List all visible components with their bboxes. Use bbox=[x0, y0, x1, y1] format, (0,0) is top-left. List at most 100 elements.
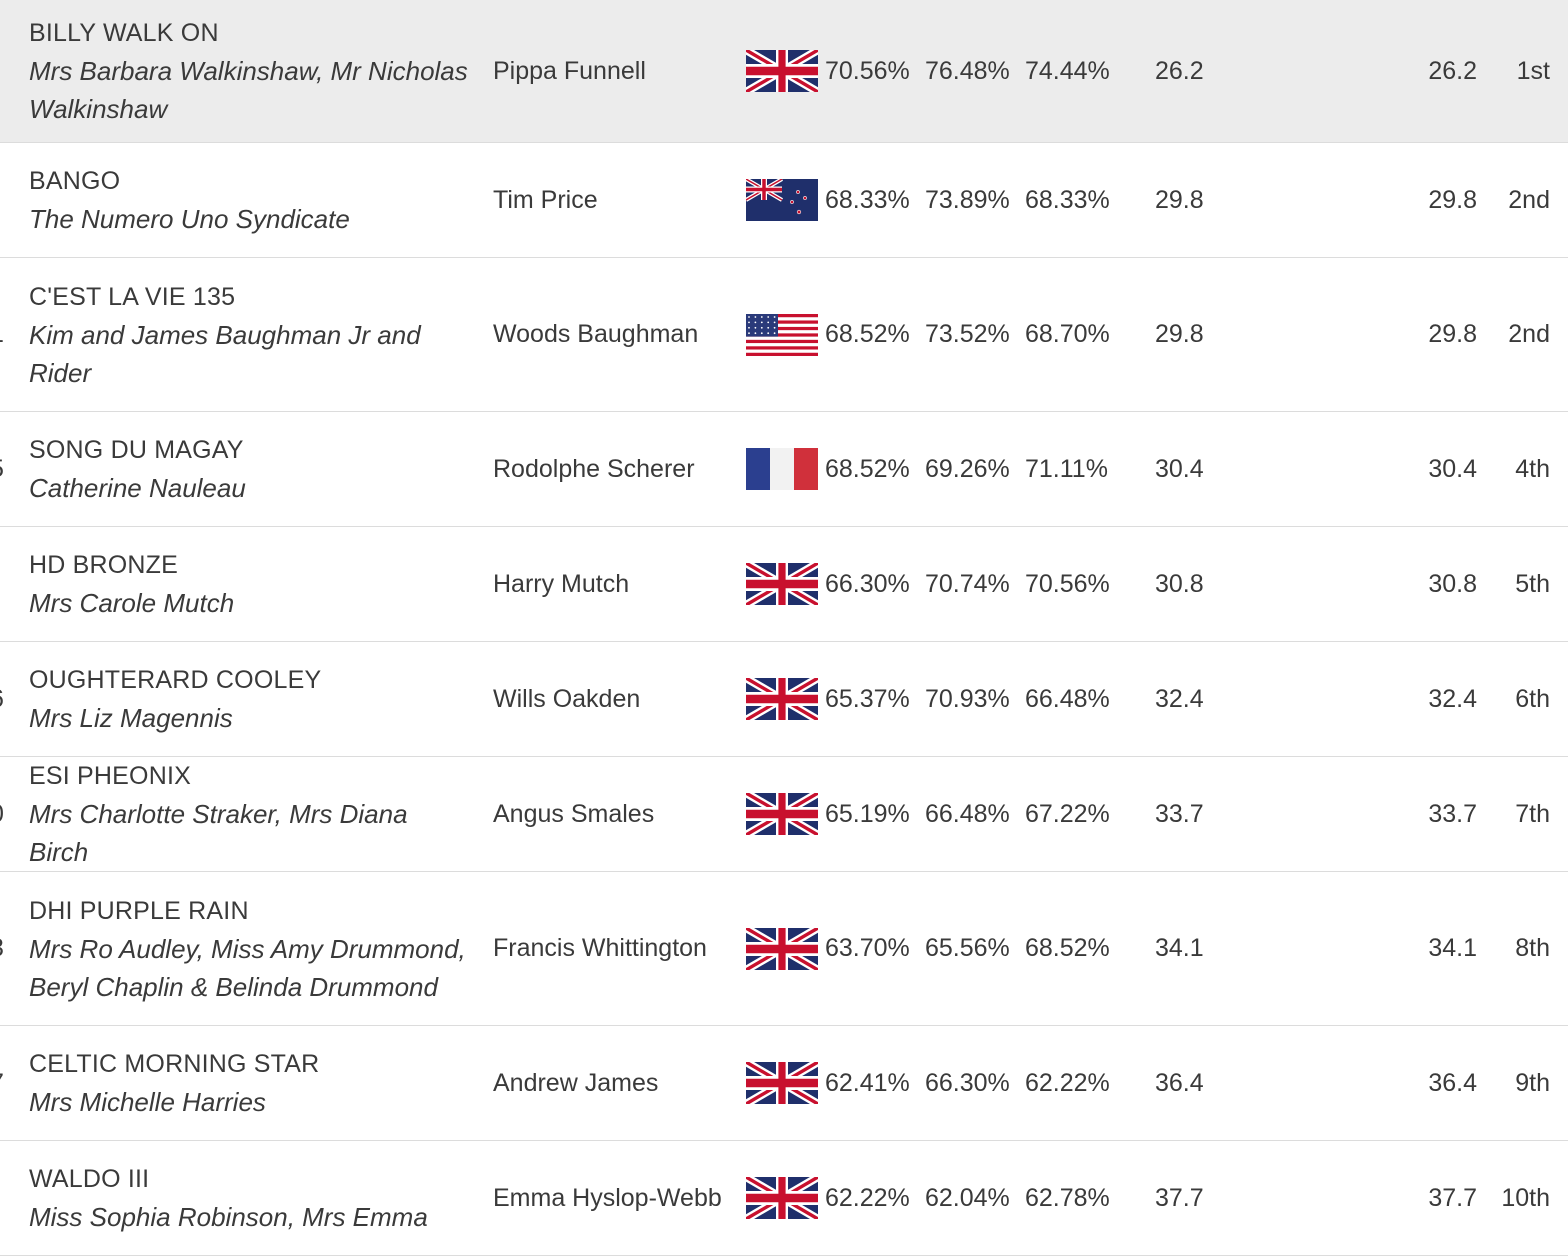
horse-name[interactable]: OUGHTERARD COOLEY bbox=[29, 666, 322, 694]
country-flag-icon bbox=[746, 0, 818, 142]
horse-cell: CELTIC MORNING STAR Mrs Michelle Harries bbox=[29, 1026, 479, 1140]
total-score: 26.2 bbox=[1428, 56, 1477, 85]
placing: 10th bbox=[1501, 1183, 1550, 1212]
placing: 5th bbox=[1515, 569, 1550, 598]
dressage-score: 30.8 bbox=[1155, 569, 1204, 598]
country-flag-icon bbox=[746, 143, 818, 257]
entry-number: 7 bbox=[0, 1026, 10, 1140]
entry-number: 5 bbox=[0, 412, 10, 526]
total-score: 29.8 bbox=[1428, 320, 1477, 348]
placing: 9th bbox=[1515, 1068, 1550, 1097]
horse-cell: BANGO The Numero Uno Syndicate bbox=[29, 143, 479, 257]
rider-name[interactable]: Francis Whittington bbox=[493, 934, 707, 962]
judge-1-percentage: 68.52% bbox=[825, 454, 910, 483]
judge-2-percentage: 62.04% bbox=[925, 1183, 1010, 1212]
entry-number bbox=[0, 143, 10, 257]
owner-name: The Numero Uno Syndicate bbox=[29, 204, 350, 234]
table-row[interactable]: 3 DHI PURPLE RAIN Mrs Ro Audley, Miss Am… bbox=[0, 872, 1568, 1026]
placing: 1st bbox=[1516, 56, 1550, 85]
horse-name[interactable]: SONG DU MAGAY bbox=[29, 436, 244, 464]
judge-2-percentage: 69.26% bbox=[925, 454, 1010, 483]
horse-name[interactable]: DHI PURPLE RAIN bbox=[29, 896, 249, 925]
horse-name[interactable]: BANGO bbox=[29, 167, 121, 195]
total-score: 36.4 bbox=[1428, 1068, 1477, 1097]
country-flag-icon bbox=[746, 258, 818, 411]
judge-2-percentage: 70.74% bbox=[925, 569, 1010, 598]
rider-name[interactable]: Tim Price bbox=[493, 185, 598, 214]
judge-1-percentage: 63.70% bbox=[825, 934, 910, 962]
entry-number bbox=[0, 527, 10, 641]
country-flag-icon bbox=[746, 412, 818, 526]
horse-name[interactable]: WALDO III bbox=[29, 1165, 150, 1193]
dressage-score: 33.7 bbox=[1155, 799, 1204, 828]
entry-number: 0 bbox=[0, 757, 10, 871]
table-row[interactable]: 7 CELTIC MORNING STAR Mrs Michelle Harri… bbox=[0, 1026, 1568, 1141]
placing: 6th bbox=[1515, 684, 1550, 713]
entry-number: 3 bbox=[0, 872, 10, 1025]
judge-2-percentage: 66.48% bbox=[925, 799, 1010, 828]
judge-3-percentage: 68.70% bbox=[1025, 320, 1110, 348]
total-score: 29.8 bbox=[1428, 185, 1477, 214]
rider-name[interactable]: Emma Hyslop-Webb bbox=[493, 1183, 722, 1212]
horse-name[interactable]: HD BRONZE bbox=[29, 551, 179, 579]
horse-cell: BILLY WALK ON Mrs Barbara Walkinshaw, Mr… bbox=[29, 0, 479, 142]
rider-name[interactable]: Pippa Funnell bbox=[493, 56, 646, 85]
judge-3-percentage: 62.78% bbox=[1025, 1183, 1110, 1212]
rider-name[interactable]: Woods Baughman bbox=[493, 320, 699, 348]
table-row[interactable]: 6 OUGHTERARD COOLEY Mrs Liz Magennis Wil… bbox=[0, 642, 1568, 757]
table-row[interactable]: 0 ESI PHEONIX Mrs Charlotte Straker, Mrs… bbox=[0, 757, 1568, 872]
dressage-score: 36.4 bbox=[1155, 1068, 1204, 1097]
country-flag-icon bbox=[746, 872, 818, 1025]
judge-2-percentage: 70.93% bbox=[925, 684, 1010, 713]
rider-name[interactable]: Rodolphe Scherer bbox=[493, 454, 695, 483]
judge-1-percentage: 66.30% bbox=[825, 569, 910, 598]
total-score: 30.4 bbox=[1428, 454, 1477, 483]
horse-name[interactable]: ESI PHEONIX bbox=[29, 762, 191, 790]
table-row[interactable]: 5 SONG DU MAGAY Catherine Nauleau Rodolp… bbox=[0, 412, 1568, 527]
dressage-score: 34.1 bbox=[1155, 934, 1204, 962]
dressage-score: 29.8 bbox=[1155, 320, 1204, 348]
horse-cell: C'EST LA VIE 135 Kim and James Baughman … bbox=[29, 258, 479, 411]
dressage-score: 26.2 bbox=[1155, 56, 1204, 85]
judge-2-percentage: 73.89% bbox=[925, 185, 1010, 214]
total-score: 34.1 bbox=[1428, 934, 1477, 962]
owner-name: Mrs Michelle Harries bbox=[29, 1087, 266, 1117]
horse-cell: OUGHTERARD COOLEY Mrs Liz Magennis bbox=[29, 642, 479, 756]
judge-1-percentage: 62.41% bbox=[825, 1068, 910, 1097]
entry-number bbox=[0, 1141, 10, 1255]
owner-name: Miss Sophia Robinson, Mrs Emma bbox=[29, 1202, 428, 1232]
judge-2-percentage: 66.30% bbox=[925, 1068, 1010, 1097]
owner-name: Mrs Ro Audley, Miss Amy Drummond, Beryl … bbox=[29, 933, 466, 1002]
rider-name[interactable]: Harry Mutch bbox=[493, 569, 630, 598]
judge-1-percentage: 65.37% bbox=[825, 684, 910, 713]
judge-3-percentage: 67.22% bbox=[1025, 799, 1110, 828]
country-flag-icon bbox=[746, 1141, 818, 1255]
total-score: 32.4 bbox=[1428, 684, 1477, 713]
judge-2-percentage: 76.48% bbox=[925, 56, 1010, 85]
table-row[interactable]: 1 C'EST LA VIE 135 Kim and James Baughma… bbox=[0, 258, 1568, 412]
table-row[interactable]: HD BRONZE Mrs Carole Mutch Harry Mutch 6… bbox=[0, 527, 1568, 642]
horse-name[interactable]: CELTIC MORNING STAR bbox=[29, 1050, 320, 1078]
judge-1-percentage: 68.33% bbox=[825, 185, 910, 214]
horse-name[interactable]: C'EST LA VIE 135 bbox=[29, 282, 236, 311]
horse-name[interactable]: BILLY WALK ON bbox=[29, 19, 219, 47]
dressage-score: 29.8 bbox=[1155, 185, 1204, 214]
total-score: 37.7 bbox=[1428, 1183, 1477, 1212]
table-row[interactable]: BANGO The Numero Uno Syndicate Tim Price… bbox=[0, 143, 1568, 258]
judge-3-percentage: 68.33% bbox=[1025, 185, 1110, 214]
judge-3-percentage: 66.48% bbox=[1025, 684, 1110, 713]
horse-cell: HD BRONZE Mrs Carole Mutch bbox=[29, 527, 479, 641]
rider-name[interactable]: Andrew James bbox=[493, 1068, 659, 1097]
country-flag-icon bbox=[746, 527, 818, 641]
rider-name[interactable]: Wills Oakden bbox=[493, 684, 641, 713]
owner-name: Catherine Nauleau bbox=[29, 473, 246, 503]
rider-name[interactable]: Angus Smales bbox=[493, 799, 655, 828]
dressage-score: 30.4 bbox=[1155, 454, 1204, 483]
dressage-score: 32.4 bbox=[1155, 684, 1204, 713]
table-row[interactable]: BILLY WALK ON Mrs Barbara Walkinshaw, Mr… bbox=[0, 0, 1568, 143]
country-flag-icon bbox=[746, 1026, 818, 1140]
judge-1-percentage: 70.56% bbox=[825, 56, 910, 85]
total-score: 30.8 bbox=[1428, 569, 1477, 598]
judge-2-percentage: 65.56% bbox=[925, 934, 1010, 962]
table-row[interactable]: WALDO III Miss Sophia Robinson, Mrs Emma… bbox=[0, 1141, 1568, 1256]
